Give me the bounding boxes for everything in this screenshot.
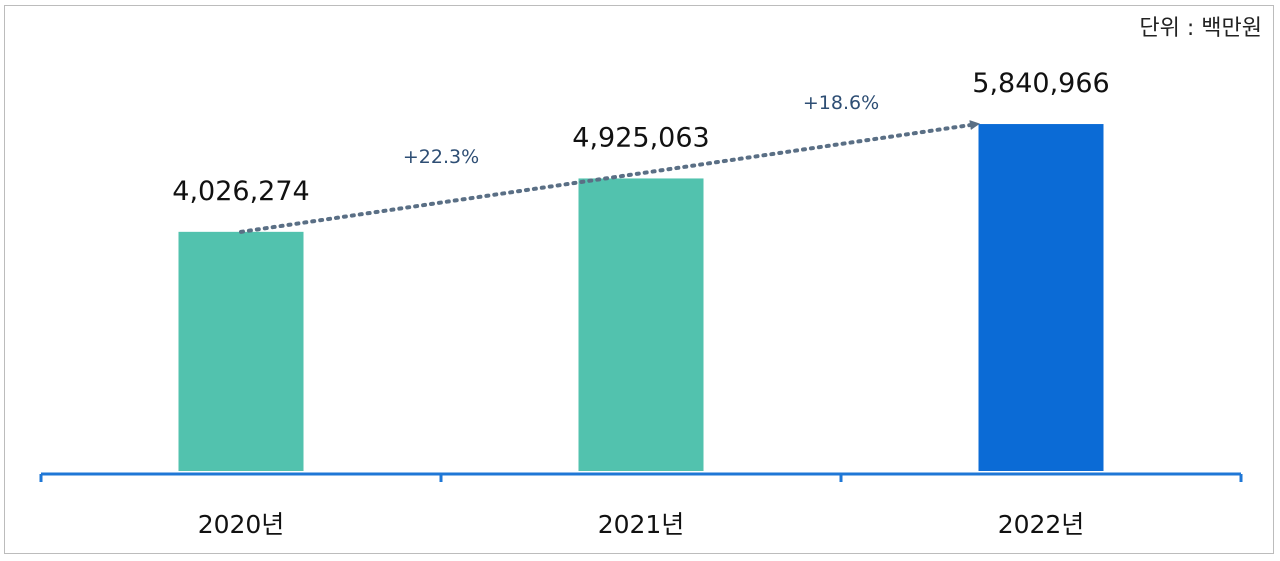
value-label: 4,925,063 — [572, 122, 709, 153]
bar-2021년 — [578, 178, 704, 471]
bars-group — [178, 124, 1104, 471]
bar-2022년 — [978, 124, 1104, 471]
growth-label: +22.3% — [403, 146, 479, 168]
x-axis — [39, 472, 1243, 482]
trend-group — [239, 120, 980, 234]
x-tick-label: 2022년 — [998, 510, 1085, 539]
growth-label: +18.6% — [803, 92, 879, 114]
trend-arrow — [239, 120, 980, 234]
value-label: 5,840,966 — [972, 68, 1109, 99]
x-tick-label: 2021년 — [598, 510, 685, 539]
unit-label: 단위 : 백만원 — [1139, 16, 1262, 41]
value-label: 4,026,274 — [172, 176, 309, 207]
x-tick-label: 2020년 — [198, 510, 285, 539]
bar-2020년 — [178, 231, 304, 471]
labels-group: 4,026,274 2020년 4,925,063 2021년 5,840,966 202… — [172, 68, 1109, 539]
